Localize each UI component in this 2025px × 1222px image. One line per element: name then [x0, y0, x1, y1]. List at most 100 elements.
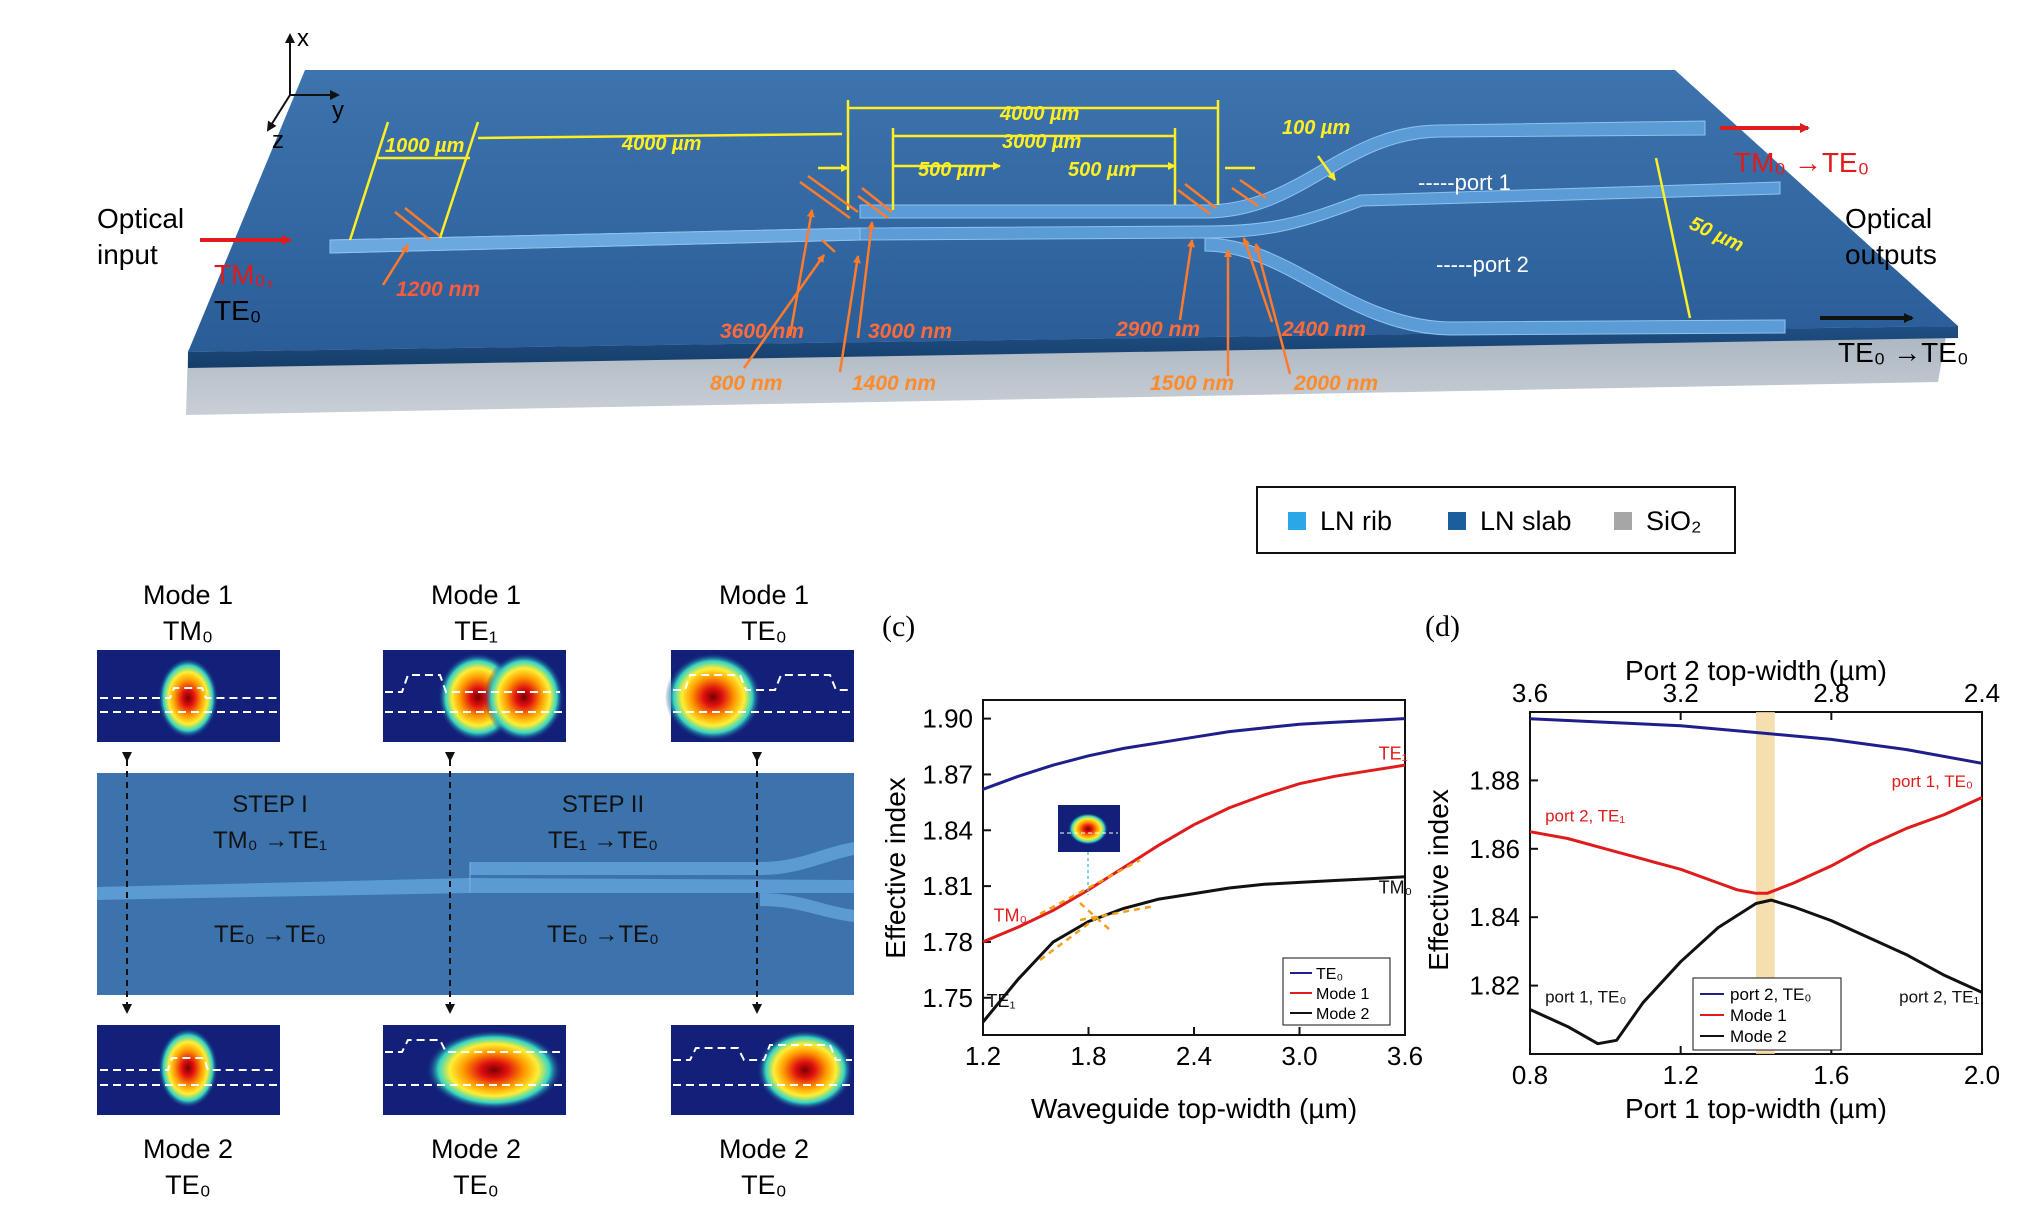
c-ytick-label: 1.78 — [922, 927, 973, 957]
optical-outputs-label-2: outputs — [1845, 239, 1937, 270]
input-mode-te0: TE₀ — [214, 295, 261, 326]
chart-c-panel-label: (c) — [882, 610, 915, 643]
chart-d-panel-label: (d) — [1425, 610, 1460, 643]
d-x2tick-label: 3.6 — [1512, 678, 1548, 708]
axis-y-label: y — [332, 97, 344, 124]
output-mode-bottom: TE₀ →TE₀ — [1838, 337, 1969, 368]
d-series-line-2 — [1529, 898, 1983, 1046]
mode-bottom-2-sub: TE₀ — [453, 1170, 499, 1200]
step-1-top: TM₀ →TE₁ — [213, 827, 327, 854]
mode-top-2-title: Mode 1 — [431, 580, 521, 610]
mode-profile-bottom-2 — [383, 1025, 566, 1115]
mode-profile-top-1 — [97, 650, 280, 742]
mode-profile-top-2 — [383, 650, 566, 742]
d-x2tick-label: 3.2 — [1663, 678, 1699, 708]
mode-bottom-3-sub: TE₀ — [741, 1170, 787, 1200]
width-3600: 3600 nm — [720, 320, 804, 343]
d-series-line-0 — [1529, 717, 1983, 765]
chart-c-crossing-guides — [1039, 858, 1156, 961]
c-ytick-label: 1.84 — [922, 815, 973, 845]
mode-profile-bottom-1 — [97, 1025, 280, 1115]
d-xtick-label: 1.6 — [1813, 1060, 1849, 1090]
axes-triad — [266, 33, 340, 132]
dim-1000: 1000 µm — [385, 135, 464, 157]
d-x2tick-label: 2.4 — [1964, 678, 2000, 708]
d-annotation-0: port 2, TE₁ — [1545, 806, 1625, 825]
step-2-label: STEP II — [562, 791, 644, 818]
chart-d-x2label: Port 2 top-width (µm) — [1625, 655, 1887, 686]
width-2000: 2000 nm — [1293, 372, 1378, 395]
chart-c: (c) 1.2 1.8 2.4 3.0 3.6 1.75 1.78 1.81 1.84 1.87 1… — [880, 610, 1423, 1124]
axis-x-label: x — [297, 25, 309, 52]
width-2400: 2400 nm — [1281, 318, 1366, 341]
c-series-line-2 — [981, 875, 1406, 1023]
step-2-bottom: TE₀ →TE₀ — [547, 921, 659, 948]
chart-d-ylabel: Effective index — [1423, 789, 1454, 971]
material-legend: LN rib LN slab SiO₂ — [1256, 486, 1736, 554]
chart-c-legend: TE₀ Mode 1 Mode 2 — [1282, 957, 1391, 1026]
input-mode-tm0: TM₀, — [214, 259, 274, 290]
c-annotation-1: TM₀ — [994, 905, 1027, 925]
mode-link-arrows — [122, 752, 762, 1014]
c-ytick-label: 1.87 — [922, 759, 973, 789]
port-1-label: -----port 1 — [1418, 170, 1511, 195]
chart-c-legend-label-0: TE₀ — [1316, 966, 1343, 983]
c-xtick-label: 2.4 — [1176, 1041, 1212, 1071]
width-1200: 1200 nm — [396, 278, 480, 301]
chart-c-xlabel: Waveguide top-width (µm) — [1031, 1093, 1357, 1124]
mode-top-2-sub: TE₁ — [454, 616, 498, 646]
dim-4000-b: 4000 µm — [999, 103, 1079, 125]
dim-500-a: 500 µm — [918, 159, 986, 181]
c-xtick-label: 3.6 — [1387, 1041, 1423, 1071]
c-annotation-2: TM₀ — [1379, 878, 1412, 898]
modes-panel: Mode 1 TM₀ Mode 1 TE₁ Mode 1 TE₀ Mode 2 … — [97, 580, 854, 1200]
chart-d-legend-label-2: Mode 2 — [1730, 1027, 1787, 1046]
d-annotation-3: port 2, TE₁ — [1899, 988, 1979, 1007]
c-series-line-1 — [982, 763, 1406, 944]
mode-bottom-2-title: Mode 2 — [431, 1134, 521, 1164]
d-xtick-label: 0.8 — [1512, 1060, 1548, 1090]
mode-top-1-title: Mode 1 — [143, 580, 233, 610]
axis-z-label: z — [272, 127, 284, 154]
dimension-lines — [348, 100, 1692, 319]
d-annotation-2: port 1, TE₀ — [1545, 988, 1626, 1007]
width-2900: 2900 nm — [1115, 318, 1200, 341]
d-highlight-band — [1756, 712, 1775, 1054]
chart-d-legend-label-0: port 2, TE₀ — [1730, 985, 1811, 1004]
chart-c-ylabel: Effective index — [880, 777, 911, 959]
legend-label-ln-rib: LN rib — [1320, 506, 1392, 536]
d-series-line-1 — [1529, 796, 1983, 895]
mode-bottom-3-title: Mode 2 — [719, 1134, 809, 1164]
legend-swatch-sio2 — [1614, 512, 1632, 530]
legend-label-ln-slab: LN slab — [1480, 506, 1572, 536]
chart-c-legend-label-2: Mode 2 — [1316, 1006, 1369, 1023]
legend-label-sio2: SiO₂ — [1646, 506, 1702, 536]
slab-front-face — [188, 326, 1958, 368]
chart-d: (d) 0.8 1.2 1.6 2.0 3.6 3.2 2.8 2.4 1.82 1.84 1.86… — [1423, 610, 2000, 1124]
width-markers — [381, 174, 1292, 376]
legend-swatch-ln-slab — [1448, 512, 1466, 530]
d-annotation-1: port 1, TE₀ — [1892, 772, 1973, 791]
legend-swatch-ln-rib — [1288, 512, 1306, 530]
c-xtick-label: 1.8 — [1070, 1041, 1106, 1071]
mode-profile-bottom-3 — [671, 1025, 854, 1115]
output-mode-top: TM₀ →TE₀ — [1734, 147, 1869, 178]
d-ytick-label: 1.88 — [1469, 765, 1520, 795]
optical-input-label-1: Optical — [97, 203, 184, 234]
c-series-line-0 — [982, 717, 1406, 791]
step-2-top: TE₁ →TE₀ — [548, 827, 658, 854]
dim-3000: 3000 µm — [1002, 131, 1081, 153]
mode-top-1-sub: TM₀ — [163, 616, 213, 646]
mode-bottom-1-sub: TE₀ — [165, 1170, 211, 1200]
mode-profile-top-3 — [665, 650, 854, 742]
chart-d-xlabel: Port 1 top-width (µm) — [1625, 1093, 1887, 1124]
c-annotation-3: TE₁ — [987, 991, 1016, 1011]
d-xtick-label: 1.2 — [1663, 1060, 1699, 1090]
c-xtick-label: 1.2 — [965, 1041, 1001, 1071]
c-annotation-0: TE₁ — [1379, 744, 1408, 764]
optical-outputs-label-1: Optical — [1845, 203, 1932, 234]
c-ytick-label: 1.90 — [922, 704, 973, 734]
d-ytick-label: 1.84 — [1469, 902, 1520, 932]
